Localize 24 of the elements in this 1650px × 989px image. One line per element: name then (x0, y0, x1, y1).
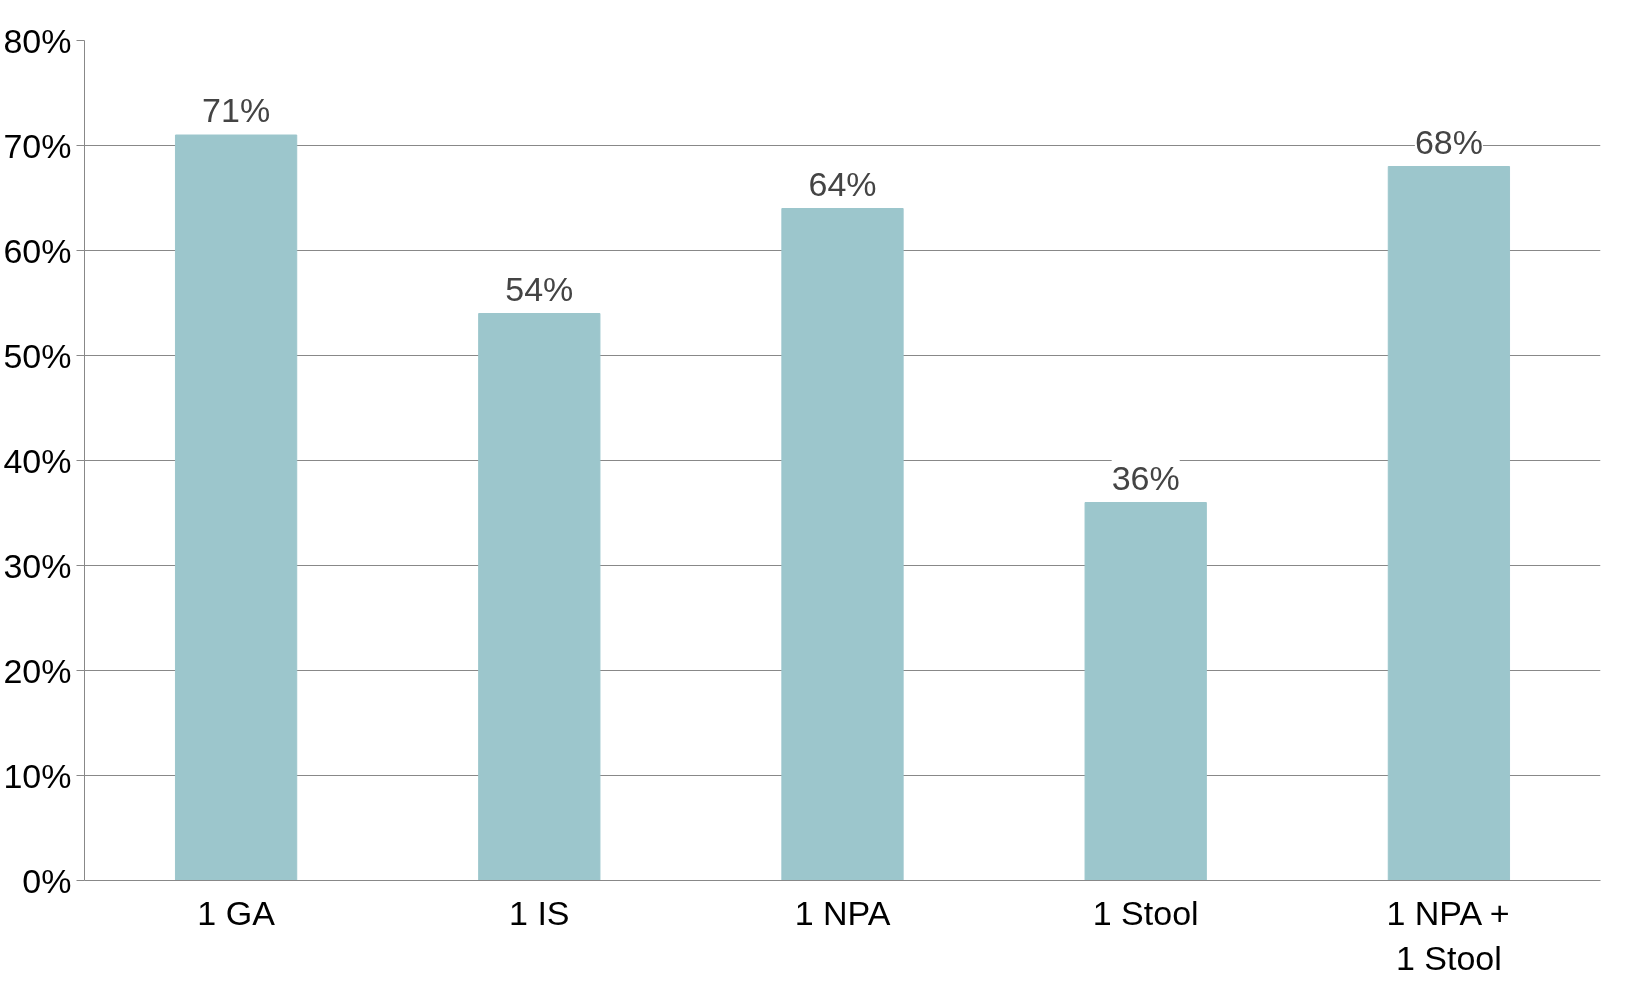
y-tick-label: 20% (3, 651, 72, 690)
y-tick-label: 40% (3, 441, 72, 480)
y-tick-label: 60% (3, 231, 72, 270)
x-tick-label: 1 GA (197, 893, 276, 932)
x-tick-label: 1 IS (509, 893, 570, 932)
data-label: 36% (1111, 458, 1180, 497)
y-tick-label: 80% (3, 21, 72, 60)
data-label: 64% (808, 164, 877, 203)
data-label: 54% (505, 269, 574, 308)
y-tick-label: 30% (3, 546, 72, 585)
bar (478, 313, 601, 881)
bar (174, 134, 298, 881)
y-tick-label: 10% (3, 756, 72, 795)
data-label: 68% (1414, 122, 1483, 161)
x-tick-label: 1 Stool (1092, 893, 1199, 932)
y-tick-label: 0% (22, 861, 72, 900)
x-tick-label: 1 NPA (794, 893, 891, 932)
y-tick-label: 50% (3, 336, 72, 375)
y-tick-label: 70% (3, 126, 72, 165)
data-label: 71% (202, 91, 271, 129)
bar (1084, 502, 1207, 881)
bar (781, 208, 904, 881)
x-tick-label: 1 NPA + 1 Stool (1386, 893, 1510, 978)
bar (1387, 166, 1511, 881)
